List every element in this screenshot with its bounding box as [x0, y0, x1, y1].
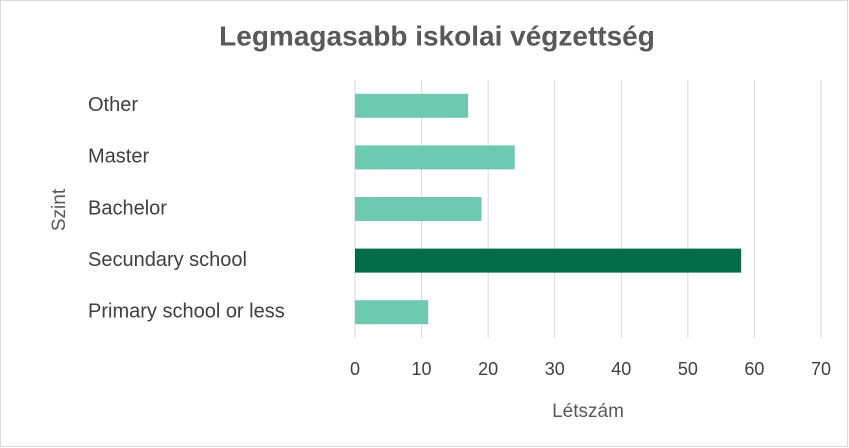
- bar: [355, 300, 429, 325]
- y-tick-label: Master: [88, 146, 149, 168]
- bar: [355, 197, 482, 221]
- bar: [355, 93, 469, 118]
- x-tick-label: 20: [478, 359, 498, 379]
- chart-title: Legmagasabb iskolai végzettség: [219, 20, 655, 51]
- x-tick-label: 30: [545, 359, 565, 379]
- bar: [355, 248, 742, 273]
- y-axis-title: Szint: [49, 188, 70, 231]
- x-tick-label: 60: [744, 359, 764, 379]
- x-tick-label: 10: [412, 359, 432, 379]
- y-tick-label: Other: [88, 94, 138, 116]
- x-tick-label: 70: [811, 359, 831, 379]
- bar: [355, 145, 515, 170]
- x-tick-label: 0: [350, 359, 360, 379]
- x-tick-label: 50: [678, 359, 698, 379]
- y-tick-label: Bachelor: [88, 197, 167, 219]
- x-tick-label: 40: [611, 359, 631, 379]
- y-tick-label: Primary school or less: [88, 300, 285, 322]
- y-tick-label: Secundary school: [88, 249, 247, 271]
- x-axis-title: Létszám: [552, 401, 624, 422]
